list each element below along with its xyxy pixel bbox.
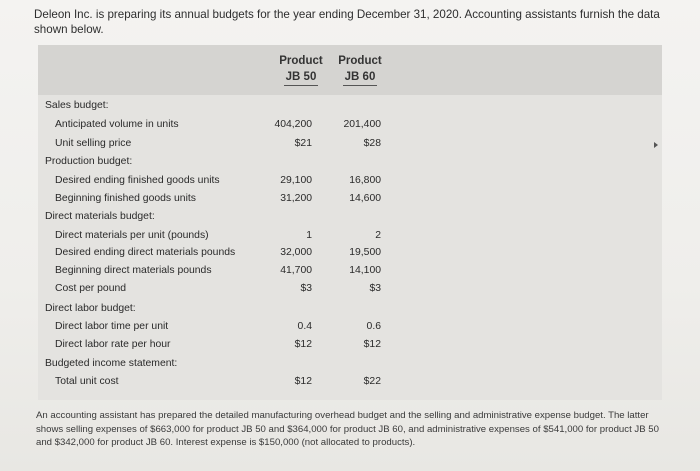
table-row: Direct labor time per unit 0.4 0.6 [38,318,662,335]
value-jb50: 1 [306,230,312,241]
value-jb60: 2 [375,230,381,241]
value-jb50: $3 [300,283,312,294]
row-label: Desired ending finished goods units [55,175,220,186]
section-heading: Sales budget: [45,100,109,111]
value-jb50: $12 [294,339,312,350]
column-header-jb60-line1: Product [338,55,382,67]
table-row: Budgeted income statement: [38,355,662,372]
row-label: Cost per pound [55,283,127,294]
table-row: Sales budget: [38,97,662,114]
table-row: Total unit cost $12 $22 [38,373,662,390]
value-jb60: 16,800 [349,175,381,186]
row-label: Total unit cost [55,376,119,387]
value-jb50: 0.4 [297,321,312,332]
value-jb60: 14,100 [349,265,381,276]
table-row: Direct labor rate per hour $12 $12 [38,336,662,353]
column-header-jb60: Product JB 60 [330,53,390,86]
table-header: Product JB 50 Product JB 60 [38,45,662,95]
value-jb60: $22 [363,376,381,387]
table-row: Beginning finished goods units 31,200 14,6… [38,190,662,207]
budget-data-table: Product JB 50 Product JB 60 Sales budget… [38,45,662,400]
table-row: Cost per pound $3 $3 [38,280,662,297]
row-label: Beginning direct materials pounds [55,265,212,276]
row-label: Desired ending direct materials pounds [55,247,236,258]
intro-paragraph: Deleon Inc. is preparing its annual budg… [34,8,660,36]
row-label: Anticipated volume in units [55,119,179,130]
value-jb50: 32,000 [280,247,312,258]
table-row: Beginning direct materials pounds 41,700 1… [38,262,662,279]
column-header-jb60-line2: JB 60 [342,69,378,86]
value-jb60: $28 [363,138,381,149]
footer-paragraph: An accounting assistant has prepared the… [36,410,659,448]
section-heading: Direct materials budget: [45,211,155,222]
row-label: Direct materials per unit (pounds) [55,230,209,241]
section-heading: Direct labor budget: [45,303,136,314]
column-header-jb50-line1: Product [279,55,323,67]
row-label: Direct labor rate per hour [55,339,171,350]
pointer-arrow-icon [654,142,658,148]
row-label: Direct labor time per unit [55,321,169,332]
table-row: Production budget: [38,153,662,170]
section-heading: Budgeted income statement: [45,358,178,369]
value-jb50: 41,700 [280,265,312,276]
table-row: Direct materials per unit (pounds) 1 2 [38,227,662,244]
row-label: Beginning finished goods units [55,193,196,204]
value-jb50: 29,100 [280,175,312,186]
column-header-jb50: Product JB 50 [271,53,331,86]
value-jb50: 31,200 [280,193,312,204]
value-jb50: 404,200 [274,119,312,130]
value-jb60: 14,600 [349,193,381,204]
table-row: Anticipated volume in units 404,200 201,40… [38,116,662,133]
value-jb60: 19,500 [349,247,381,258]
value-jb50: $21 [294,138,312,149]
value-jb60: 0.6 [366,321,381,332]
table-row: Direct labor budget: [38,300,662,317]
table-row: Desired ending finished goods units 29,10… [38,172,662,189]
row-label: Unit selling price [55,138,132,149]
value-jb60: 201,400 [343,119,381,130]
value-jb50: $12 [294,376,312,387]
table-row: Unit selling price $21 $28 [38,135,662,152]
value-jb60: $3 [369,283,381,294]
table-row: Desired ending direct materials pounds 32… [38,244,662,261]
column-header-jb50-line2: JB 50 [283,69,319,86]
table-row: Direct materials budget: [38,208,662,225]
section-heading: Production budget: [45,156,133,167]
value-jb60: $12 [363,339,381,350]
